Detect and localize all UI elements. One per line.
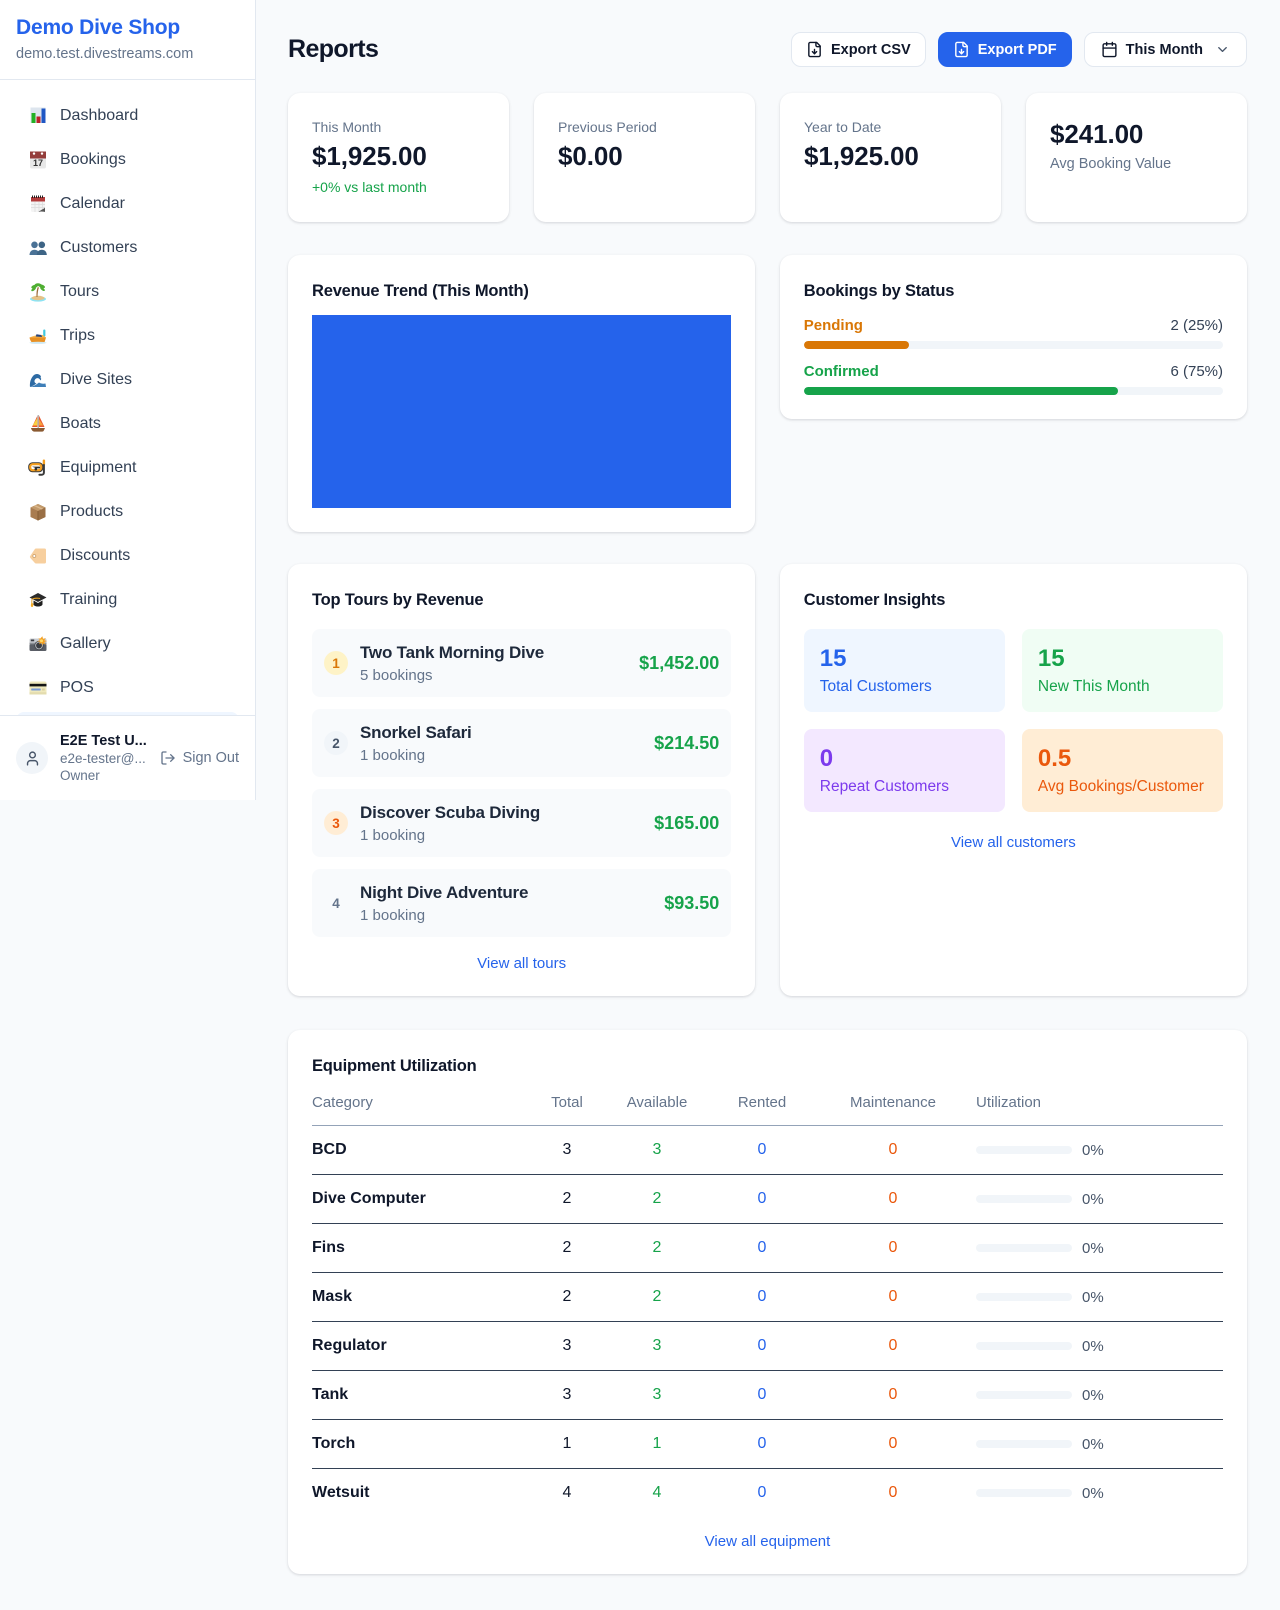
svg-text:17: 17	[33, 158, 43, 168]
